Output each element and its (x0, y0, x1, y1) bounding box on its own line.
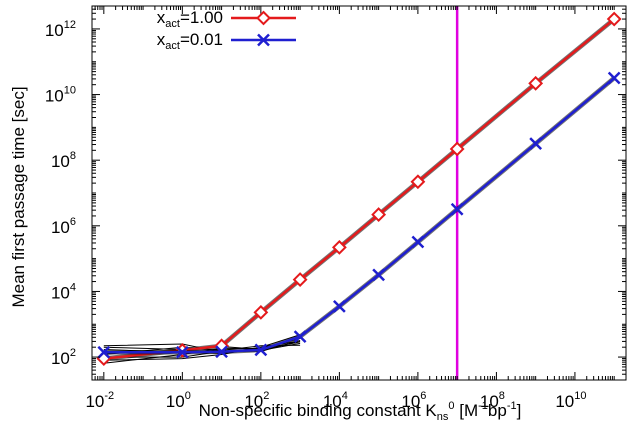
x-tick-label: 102 (244, 390, 269, 411)
data-point (607, 71, 621, 85)
legend-marker-xact-1 (256, 10, 271, 26)
axes (91, 5, 627, 381)
data-point (449, 141, 465, 157)
legend-label-xact-1-rest: =1.00 (180, 8, 223, 27)
x-axis-label-sub: ns (437, 411, 449, 423)
legend-label-xact-1: xact=1.00 (157, 8, 223, 30)
x-axis-label-base: Non-specific binding constant K (199, 401, 438, 420)
x-axis-label-unit-sup2: -1 (507, 400, 517, 412)
background-trace (103, 334, 301, 361)
x-tick-label: 108 (480, 390, 505, 411)
series-xact-1 (96, 11, 622, 366)
data-point (528, 75, 544, 91)
legend-label-xact-001-rest: =0.01 (180, 30, 223, 49)
data-point (254, 343, 268, 357)
data-point (97, 345, 111, 359)
legend-marker-xact-001 (257, 33, 270, 47)
series-layer (96, 11, 622, 366)
y-tick-label: 104 (51, 281, 76, 302)
legend-entry-xact-1: xact=1.00 (157, 8, 296, 30)
x-axis-label-unit-close: ] (517, 401, 522, 420)
data-point (253, 304, 269, 320)
data-point (215, 345, 228, 359)
legend: xact=1.00 xact=0.01 (157, 8, 296, 52)
x-axis-label-sup: 0 (448, 400, 454, 412)
x-axis-label: Non-specific binding constant Kns0 [M-1b… (199, 400, 522, 423)
legend-label-xact-001: xact=0.01 (157, 30, 223, 52)
legend-label-xact-001-base: x (157, 30, 166, 49)
x-tick-label: 1010 (555, 390, 586, 411)
legend-label-xact-1-sub: act (165, 18, 180, 30)
y-tick-label: 1012 (45, 19, 76, 40)
data-point (450, 202, 464, 216)
y-tick-label: 102 (51, 347, 76, 368)
data-point (410, 174, 426, 190)
y-tick-label: 106 (51, 216, 76, 237)
legend-entry-xact-001: xact=0.01 (157, 30, 296, 52)
x-axis-label-unit-mid: bp (488, 401, 507, 420)
series-xact-001 (97, 71, 621, 359)
x-tick-label: 106 (401, 390, 426, 411)
x-axis-label-unit-open: [M (455, 401, 479, 420)
data-point (371, 207, 387, 222)
data-point (331, 239, 347, 255)
data-point (529, 137, 543, 150)
data-point (175, 345, 189, 359)
x-tick-label: 104 (323, 390, 348, 411)
legend-label-xact-1-base: x (157, 8, 166, 27)
data-point (411, 235, 425, 249)
x-tick-label: 100 (166, 390, 191, 411)
data-point (292, 272, 308, 287)
x-tick-label: 10-2 (85, 390, 114, 411)
y-tick-label: 108 (51, 150, 76, 171)
data-point (372, 268, 386, 282)
legend-label-xact-001-sub: act (165, 40, 180, 52)
x-axis-label-unit-sup1: -1 (478, 400, 488, 412)
y-axis-label: Mean first passage time [sec] (9, 86, 28, 307)
y-tick-label: 1010 (45, 85, 76, 106)
tick-labels: 10-2 100 102 104 106 108 1010 102 104 106 108 1010 1… (45, 19, 587, 411)
data-point (332, 300, 346, 313)
data-point (293, 330, 307, 343)
data-point (606, 11, 622, 27)
